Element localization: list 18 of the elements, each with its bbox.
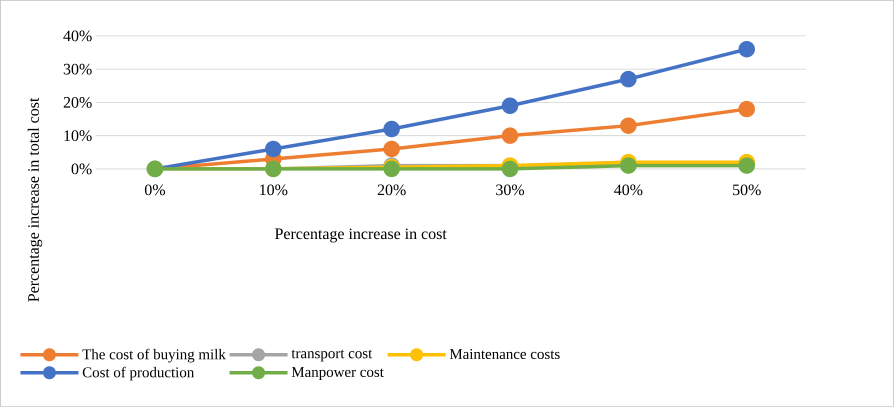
- legend-label: The cost of buying milk: [82, 348, 226, 363]
- x-tick-label: 50%: [733, 184, 761, 196]
- x-tick-label: 30%: [496, 184, 524, 196]
- x-tick-label: 0%: [144, 184, 166, 196]
- y-tick-label: 10%: [64, 130, 92, 142]
- y-axis-title: Percentage increase in total cost: [28, 98, 42, 302]
- legend-label: transport cost: [291, 350, 372, 362]
- legend-label: Maintenance costs: [450, 349, 560, 360]
- y-tick-label: 0%: [72, 164, 92, 174]
- y-tick-label: 40%: [63, 30, 92, 42]
- y-tick-label: 30%: [64, 64, 92, 75]
- y-tick-label: 20%: [64, 97, 92, 108]
- x-tick-label: 20%: [378, 184, 406, 196]
- x-tick-label: 40%: [614, 184, 642, 196]
- x-axis-title: Percentage increase in cost: [275, 228, 447, 242]
- legend-label: Manpower cost: [292, 367, 384, 380]
- legend-label: Cost of production: [82, 366, 194, 380]
- x-tick-label: 10%: [260, 184, 288, 196]
